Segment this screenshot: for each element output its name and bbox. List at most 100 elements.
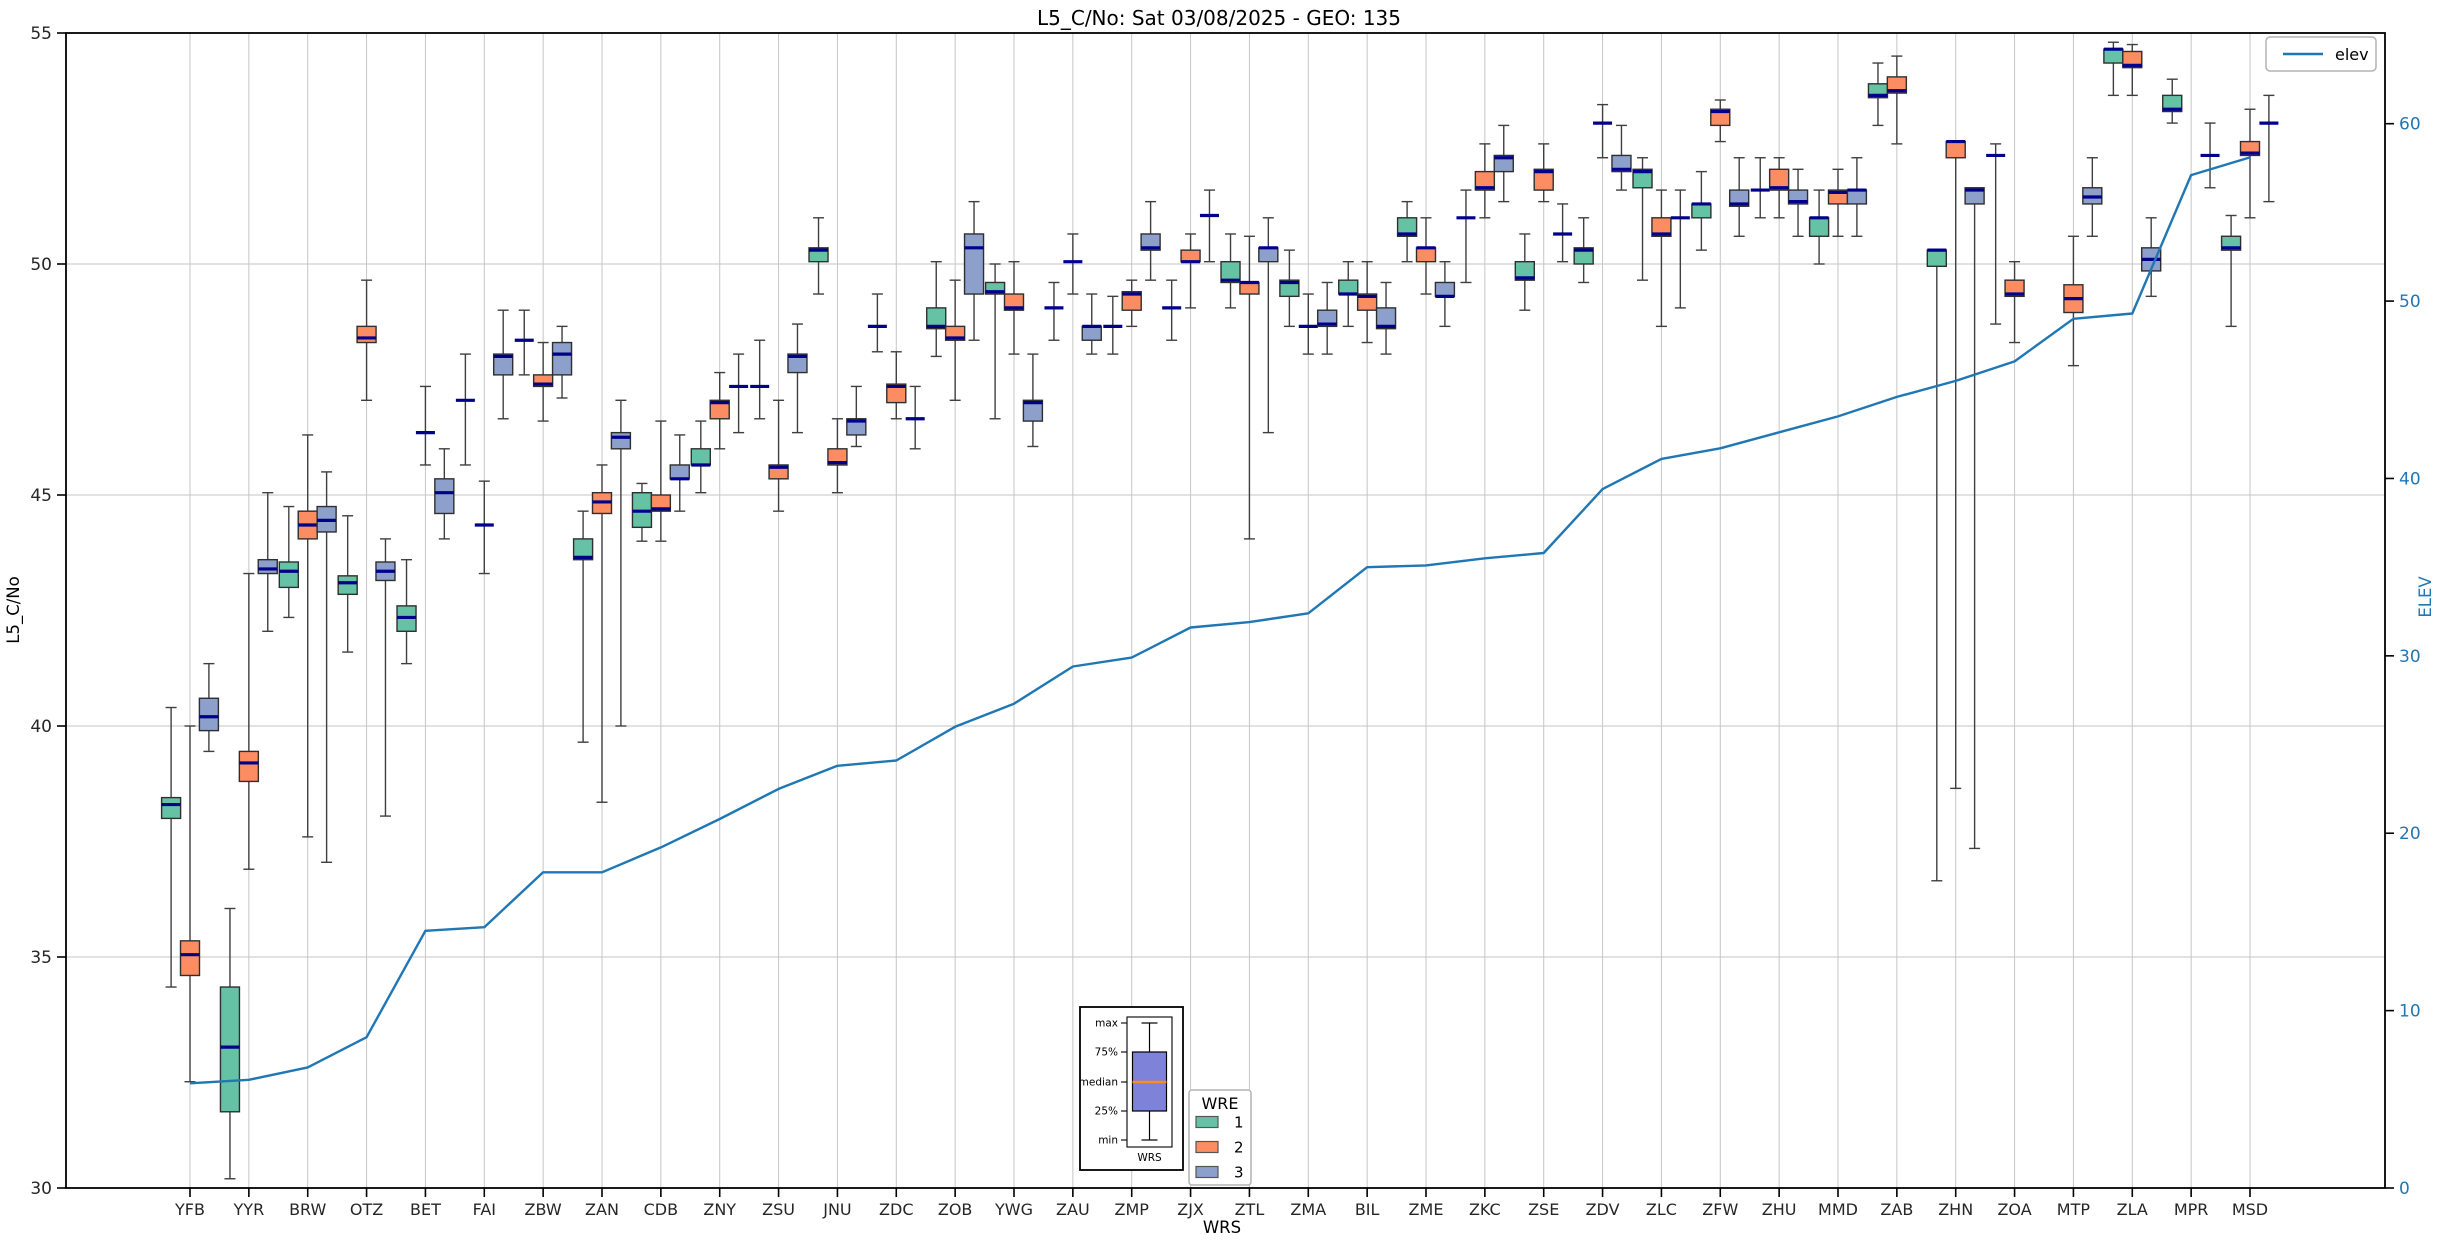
box-YWG-wre1 [984, 263, 1006, 420]
box-YFB-wre2 [179, 725, 201, 1083]
y-axis-label-left: L5_C/No [4, 576, 24, 643]
iqr-box [1964, 187, 1985, 205]
elev-line [189, 156, 2251, 1085]
box-ZJX-wre3 [1199, 189, 1219, 263]
iqr-box [2103, 48, 2124, 64]
iqr-box [551, 341, 573, 376]
iqr-box [1573, 247, 1594, 265]
box-BRW-wre1 [278, 505, 300, 619]
box-ZSE-wre2 [1533, 143, 1554, 203]
box-BRW-wre3 [316, 471, 337, 863]
box-JNU-wre3 [846, 385, 867, 448]
box-CDB-wre1 [631, 482, 653, 542]
box-ZAB-wre2 [1886, 55, 1908, 145]
box-MMD-wre1 [1808, 189, 1830, 265]
left-tick-label-30: 30 [30, 1179, 52, 1199]
box-ZLA-wre3 [2140, 217, 2162, 298]
box-ZSU-wre3 [787, 323, 808, 434]
box-ZSE-wre3 [1553, 203, 1573, 263]
box-ZFW-wre1 [1691, 170, 1712, 251]
iqr-box [1415, 247, 1437, 263]
x-tick-label-ZAB: ZAB [1880, 1200, 1913, 1219]
iqr-box [984, 281, 1006, 295]
right-tick-label-20: 20 [2399, 824, 2421, 844]
x-tick-label-ZNY: ZNY [703, 1200, 736, 1219]
x-tick-label-ZMA: ZMA [1290, 1200, 1326, 1219]
iqr-box [1375, 307, 1397, 330]
x-tick-label-ZDV: ZDV [1586, 1200, 1620, 1219]
box-ZFW-wre3 [1728, 157, 1750, 237]
iqr-box [1728, 189, 1750, 207]
iqr-box [669, 464, 690, 480]
box-OTZ-wre2 [356, 279, 377, 401]
inset-tick-label-75%: 75% [1095, 1047, 1118, 1059]
iqr-box [1632, 168, 1653, 189]
iqr-box [610, 431, 632, 450]
box-ZLC-wre1 [1632, 157, 1653, 281]
box-ZMP-wre2 [1121, 279, 1142, 328]
left-tick-label-45: 45 [30, 486, 52, 506]
x-tick-label-ZLA: ZLA [2117, 1200, 2148, 1219]
box-ZOA-wre1 [1986, 143, 2006, 325]
box-ZME-wre3 [1434, 260, 1456, 328]
box-ZSU-wre1 [750, 339, 770, 420]
x-tick-label-ZME: ZME [1409, 1200, 1444, 1219]
x-tick-label-BRW: BRW [289, 1200, 326, 1219]
box-ZMA-wre1 [1279, 249, 1300, 328]
iqr-box [1651, 217, 1672, 237]
box-BRW-wre2 [297, 434, 318, 838]
box-FAI-wre3 [492, 309, 514, 420]
box-BET-wre1 [396, 558, 417, 665]
x-tick-label-ZSE: ZSE [1528, 1200, 1559, 1219]
right-tick-label-60: 60 [2399, 115, 2421, 135]
box-ZMA-wre3 [1316, 281, 1338, 355]
box-ZTL-wre1 [1220, 233, 1241, 309]
box-ZTL-wre3 [1258, 217, 1279, 434]
box-YFB-wre1 [160, 706, 182, 988]
iqr-box [1003, 293, 1025, 311]
wre-entry-label-2: 2 [1234, 1139, 1244, 1157]
x-tick-label-MTP: MTP [2057, 1200, 2091, 1219]
right-tick-label-0: 0 [2399, 1179, 2410, 1199]
box-MTP-wre3 [2082, 157, 2103, 237]
wre-entry-label-1: 1 [1234, 1114, 1244, 1132]
iqr-box [1926, 249, 1948, 268]
box-ZNY-wre1 [690, 420, 712, 494]
x-tick-label-JNU: JNU [822, 1200, 851, 1219]
box-ZAU-wre1 [1044, 281, 1064, 341]
box-ZOB-wre1 [926, 260, 947, 358]
iqr-box [1140, 233, 1161, 251]
iqr-box [787, 353, 808, 374]
wre-swatch-1 [1195, 1115, 1219, 1129]
box-MSD-wre3 [2259, 94, 2279, 203]
box-BIL-wre3 [1375, 281, 1397, 355]
iqr-box [1474, 170, 1496, 191]
x-tick-label-BET: BET [410, 1200, 441, 1219]
left-tick-label-35: 35 [30, 948, 52, 968]
box-ZKC-wre3 [1493, 124, 1514, 203]
inset-xlabel: WRS [1137, 1152, 1162, 1164]
box-ZHN-wre3 [1964, 187, 1985, 850]
box-FAI-wre2 [474, 480, 494, 575]
box-ZHU-wre3 [1787, 168, 1809, 237]
x-tick-label-ZTL: ZTL [1235, 1200, 1265, 1219]
iqr-box [926, 307, 947, 330]
iqr-box [886, 383, 907, 404]
iqr-box [827, 448, 848, 466]
iqr-box [1691, 203, 1712, 219]
iqr-box [434, 478, 455, 515]
iqr-box [356, 325, 377, 344]
x-tick-label-MSD: MSD [2232, 1200, 2268, 1219]
iqr-box [219, 986, 241, 1113]
box-ZOA-wre2 [2004, 260, 2025, 344]
iqr-box [1121, 291, 1142, 311]
inset-tick-label-max: max [1095, 1018, 1118, 1030]
box-ZFW-wre2 [1710, 99, 1731, 143]
box-CDB-wre3 [669, 434, 690, 512]
iqr-box [1514, 260, 1536, 281]
box-ZDC-wre3 [905, 385, 925, 450]
box-ZDC-wre1 [867, 293, 887, 353]
box-ZDV-wre1 [1573, 217, 1594, 284]
box-YWG-wre3 [1022, 353, 1044, 448]
